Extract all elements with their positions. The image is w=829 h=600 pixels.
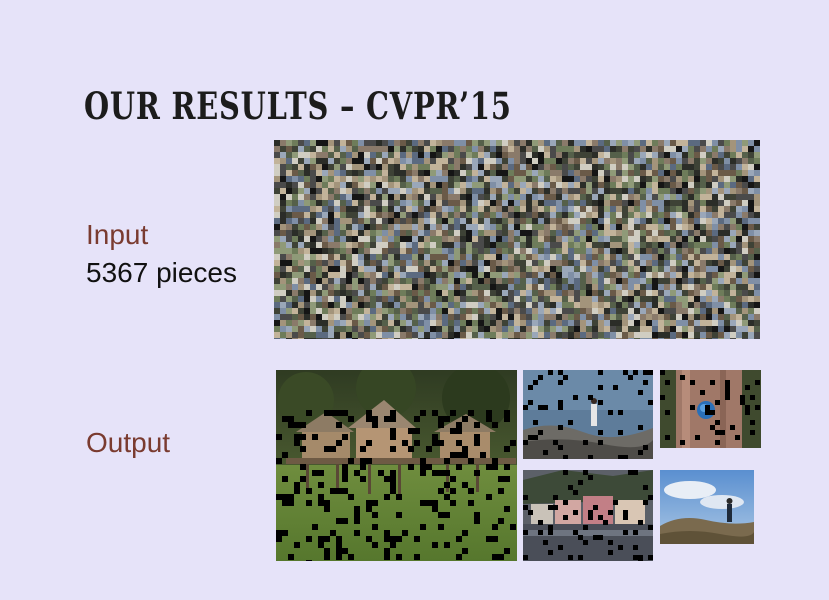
output-image-stilt-houses bbox=[276, 370, 517, 561]
scrambled-input-image bbox=[274, 140, 760, 339]
output-label: Output bbox=[86, 427, 171, 458]
slide-title: OUR RESULTS – CVPR’15 bbox=[84, 84, 512, 128]
output-image-hilltop-person bbox=[660, 470, 754, 544]
piece-count-label: 5367 pieces bbox=[86, 257, 238, 288]
output-image-tree-trunk bbox=[660, 370, 761, 448]
output-image-seaside-person bbox=[523, 370, 653, 459]
input-label: Input bbox=[86, 219, 149, 250]
scrambled-pieces-mosaic bbox=[274, 140, 760, 339]
output-image-coastal-town bbox=[523, 470, 653, 561]
